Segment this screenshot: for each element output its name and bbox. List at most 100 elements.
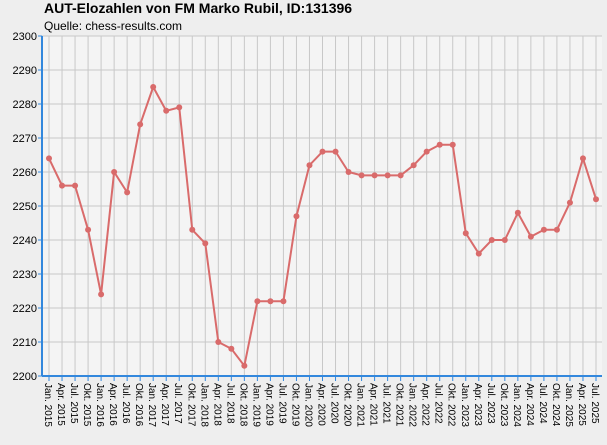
point [501, 237, 508, 243]
point [527, 233, 534, 240]
point [137, 121, 144, 128]
x-tick-label: Jul. 2015 [68, 383, 79, 424]
point [436, 141, 443, 148]
point [202, 240, 209, 247]
point [514, 209, 521, 216]
x-tick-label: Jan. 2024 [511, 383, 522, 427]
point [553, 226, 560, 233]
x-tick-label: Apr. 2023 [472, 383, 483, 426]
x-tick-label: Jan. 2015 [42, 383, 53, 427]
chart-title: AUT-Elozahlen von FM Marko Rubil, ID:131… [44, 0, 352, 16]
y-tick-label: 2240 [13, 235, 37, 247]
point [475, 250, 482, 257]
point [410, 162, 417, 169]
x-tick-label: Jul. 2017 [172, 383, 183, 424]
point [241, 362, 248, 369]
y-tick-label: 2300 [13, 31, 37, 43]
point [397, 172, 404, 179]
point [423, 148, 430, 155]
x-tick-label: Okt. 2018 [237, 383, 248, 427]
point [566, 199, 573, 206]
point [593, 196, 599, 203]
x-tick-label: Apr. 2020 [316, 383, 327, 426]
point [150, 84, 157, 90]
point [98, 291, 105, 298]
point [540, 226, 547, 233]
point [267, 298, 274, 305]
point [306, 162, 313, 169]
x-tick-label: Jul. 2018 [224, 383, 235, 424]
point [358, 172, 365, 179]
x-tick-label: Jul. 2021 [381, 383, 392, 424]
y-tick-label: 2280 [13, 99, 37, 111]
point [59, 182, 66, 189]
point [46, 155, 52, 162]
point [228, 345, 235, 352]
x-tick-label: Jan. 2023 [459, 383, 470, 427]
y-tick-label: 2230 [13, 269, 37, 281]
point [462, 230, 469, 237]
point [189, 226, 196, 233]
x-tick-label: Okt. 2021 [394, 383, 405, 427]
point [280, 298, 287, 305]
x-tick-label: Apr. 2021 [368, 383, 379, 426]
x-tick-label: Okt. 2020 [342, 383, 353, 427]
x-tick-label: Okt. 2015 [81, 383, 92, 427]
point [85, 226, 92, 233]
point [319, 148, 326, 155]
point [579, 155, 586, 162]
point [124, 189, 131, 196]
x-tick-label: Jan. 2022 [407, 383, 418, 427]
x-tick-label: Jul. 2019 [276, 383, 287, 424]
x-tick-label: Jan. 2021 [355, 383, 366, 427]
x-tick-label: Apr. 2025 [576, 383, 587, 426]
x-tick-label: Jan. 2025 [563, 383, 574, 427]
point [215, 339, 222, 345]
x-tick-label: Apr. 2016 [107, 383, 118, 426]
x-tick-label: Jan. 2019 [250, 383, 261, 427]
x-tick-label: Apr. 2022 [420, 383, 431, 426]
point [384, 172, 391, 179]
point [111, 169, 118, 175]
chart-subtitle: Quelle: chess-results.com [44, 19, 182, 33]
x-tick-label: Okt. 2017 [185, 383, 196, 427]
x-tick-label: Jan. 2018 [198, 383, 209, 427]
point [72, 182, 79, 189]
x-tick-label: Jul. 2025 [589, 383, 600, 424]
point [371, 172, 378, 179]
x-tick-label: Apr. 2024 [524, 383, 535, 426]
x-tick-label: Okt. 2022 [446, 383, 457, 427]
x-tick-label: Jul. 2023 [485, 383, 496, 424]
point [488, 237, 495, 243]
point [293, 213, 300, 220]
x-tick-label: Okt. 2023 [498, 383, 509, 427]
y-tick-label: 2220 [13, 303, 37, 315]
x-tick-label: Apr. 2018 [211, 383, 222, 426]
x-tick-label: Jul. 2020 [329, 383, 340, 424]
y-tick-label: 2260 [13, 167, 37, 179]
x-tick-label: Apr. 2017 [159, 383, 170, 426]
y-tick-label: 2250 [13, 201, 37, 213]
point [332, 148, 339, 155]
x-tick-label: Jan. 2017 [146, 383, 157, 427]
x-tick-label: Apr. 2019 [263, 383, 274, 426]
x-tick-label: Jul. 2022 [433, 383, 444, 424]
point [345, 169, 352, 175]
x-tick-label: Okt. 2019 [289, 383, 300, 427]
x-tick-label: Jul. 2016 [120, 383, 131, 424]
point [176, 104, 183, 111]
x-tick-label: Jan. 2016 [94, 383, 105, 427]
y-tick-label: 2270 [13, 133, 37, 145]
y-tick-label: 2290 [13, 65, 37, 77]
x-tick-label: Jan. 2020 [302, 383, 313, 427]
point [449, 141, 456, 148]
point [163, 107, 170, 114]
point [254, 298, 261, 305]
x-tick-label: Okt. 2024 [550, 383, 561, 427]
y-tick-label: 2200 [13, 371, 37, 383]
x-tick-label: Apr. 2015 [55, 383, 66, 426]
y-tick-label: 2210 [13, 337, 37, 349]
x-tick-label: Okt. 2016 [133, 383, 144, 427]
x-tick-label: Jul. 2024 [537, 383, 548, 424]
